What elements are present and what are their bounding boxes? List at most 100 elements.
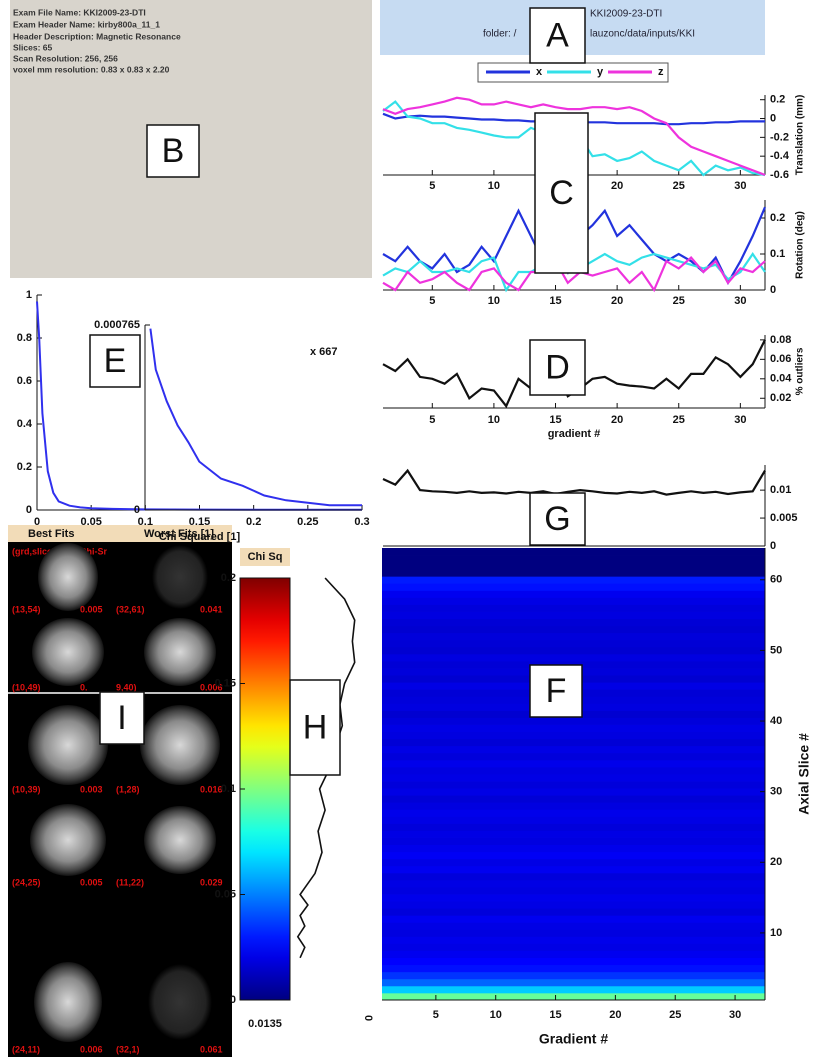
- fit-label: (1,28): [116, 784, 140, 794]
- line-series: [149, 328, 362, 507]
- y-tick-label: 0.04: [770, 373, 792, 385]
- info-line: Slices: 65: [13, 42, 52, 52]
- x-tick-label: 15: [549, 414, 561, 426]
- x-axis-label: Chi Squared [1]: [159, 531, 241, 543]
- header-folder: lauzonc/data/inputs/KKI: [590, 29, 695, 40]
- annotation: x 667: [310, 346, 338, 358]
- brain-image: [28, 705, 108, 785]
- fit-label: 0.005: [80, 604, 103, 614]
- x-tick-label: 10: [488, 414, 500, 426]
- fit-label: 0.061: [200, 1044, 223, 1054]
- panel-label: H: [303, 708, 328, 746]
- line-series: [382, 96, 766, 177]
- x-tick-label: 20: [611, 414, 623, 426]
- x-tick-label: 0: [362, 1015, 374, 1021]
- heat-cell: [382, 922, 765, 930]
- panel-label: B: [162, 132, 185, 170]
- heat-cell: [382, 844, 765, 853]
- heat-cell: [382, 576, 765, 584]
- info-line: Exam Header Name: kirby800a_11_1: [13, 19, 160, 29]
- x-tick-label: 0: [34, 516, 40, 528]
- panel-label-box: [529, 664, 583, 718]
- annotation: 0.0135: [248, 1018, 282, 1030]
- y-tick-label: 0: [770, 112, 776, 124]
- heat-cell: [382, 865, 765, 874]
- panel-label-box: [529, 339, 586, 396]
- panel-labels: A B C D E F G H I: [89, 7, 589, 776]
- y-tick-label: 0.08: [770, 334, 791, 346]
- x-tick-label: 5: [433, 1009, 439, 1021]
- heat-cell: [382, 943, 765, 951]
- y-tick-label: 0: [26, 504, 32, 516]
- colorbar-title-band: [240, 548, 290, 566]
- heat-cell: [382, 731, 765, 740]
- heat-cell: [382, 809, 765, 817]
- heat-cell: [382, 604, 765, 612]
- heat-cell: [382, 887, 765, 895]
- heat-cell: [382, 745, 765, 754]
- y-tick-label: 50: [770, 644, 782, 656]
- brain-image: [144, 618, 216, 686]
- info-line: Exam File Name: KKI2009-23-DTI: [13, 7, 146, 17]
- profile-line: [296, 577, 356, 959]
- y-tick-label: 10: [770, 927, 782, 939]
- y-tick-label: 0.2: [17, 461, 32, 473]
- line-series: [382, 468, 766, 496]
- heat-cell: [382, 950, 765, 959]
- heat-cell: [382, 957, 765, 966]
- heat-cell: [382, 872, 765, 881]
- fits-column: (grd,slice): [12, 546, 55, 556]
- heat-cell: [382, 724, 765, 733]
- fit-label: (24,25): [12, 877, 41, 887]
- heat-cell: [382, 738, 765, 747]
- heat-cell: [382, 781, 765, 789]
- y-tick-label: 0.06: [770, 353, 791, 365]
- heat-cell: [382, 625, 765, 634]
- brain-image: [148, 964, 212, 1040]
- heat-cell: [382, 992, 765, 1001]
- heat-cell: [382, 795, 765, 803]
- brain-image: [30, 804, 106, 876]
- y-tick-label: 0.01: [770, 484, 791, 496]
- heat-cell: [382, 894, 765, 902]
- fit-label: (32,61): [116, 604, 145, 614]
- heat-cell: [382, 851, 765, 860]
- y-tick-label: 0: [134, 504, 140, 516]
- heat-cell: [382, 978, 765, 987]
- y-tick-label: 0.2: [770, 212, 785, 224]
- panel-label-box: [534, 112, 589, 274]
- brain-image: [144, 806, 216, 874]
- fit-label: 0.029: [200, 877, 223, 887]
- panel-label: I: [117, 699, 126, 737]
- heat-cell: [382, 964, 765, 973]
- fits-column: Chi-Sr: [80, 546, 107, 556]
- y-tick-label: 0.6: [17, 375, 32, 387]
- heat-cell: [382, 915, 765, 923]
- header-folder: folder: /: [483, 29, 517, 40]
- x-tick-label: 5: [429, 180, 435, 192]
- heat-cell: [382, 901, 765, 909]
- fits-panel: Best Fits Worst Fits [1] (grd,slice) Chi…: [8, 525, 232, 1057]
- heat-cell: [382, 646, 765, 655]
- x-tick-label: 30: [734, 180, 746, 192]
- y-tick-label: 20: [770, 856, 782, 868]
- heat-cell: [382, 802, 765, 810]
- panel-label: E: [104, 342, 127, 380]
- y-tick-label: 0.05: [215, 888, 236, 900]
- heat-cell: [382, 858, 765, 867]
- legend-label: x: [536, 66, 543, 78]
- fits-header: Best Fits: [28, 528, 74, 540]
- panel-label: D: [545, 348, 570, 386]
- heat-cell: [382, 823, 765, 831]
- heat-cell: [382, 816, 765, 824]
- header-title: KKI2009-23-DTI: [590, 9, 662, 20]
- fit-label: 9,40): [116, 682, 137, 692]
- info-line: Scan Resolution: 256, 256: [13, 53, 118, 63]
- x-tick-label: 0.25: [297, 516, 318, 528]
- y-tick-label: 0.1: [770, 248, 785, 260]
- colorbar: [239, 577, 291, 1001]
- heat-cell: [382, 618, 765, 627]
- y-axis-label: Translation (mm): [795, 95, 806, 176]
- panel-label-box: [146, 124, 200, 178]
